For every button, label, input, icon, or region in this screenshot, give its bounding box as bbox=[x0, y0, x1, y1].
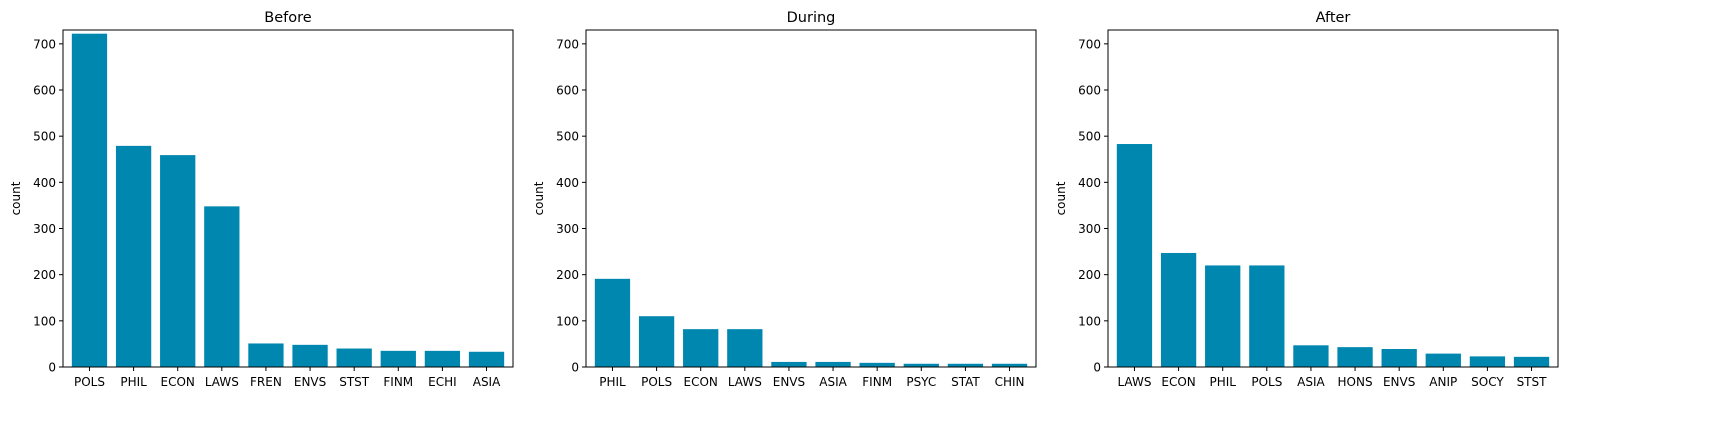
y-axis-label: count bbox=[9, 181, 23, 215]
chart-title: After bbox=[1316, 10, 1351, 26]
x-tick-label: ECON bbox=[1161, 375, 1195, 389]
chart-panel-after: LAWS ECON PHIL POLS ASIA HONS ENVS ANIP SOCY STST… bbox=[1054, 10, 1559, 389]
bar-chin bbox=[991, 363, 1028, 367]
x-tick-label: SOCY bbox=[1471, 375, 1504, 389]
bar-finm bbox=[859, 362, 895, 367]
x-tick-label: PHIL bbox=[1209, 375, 1236, 389]
x-tick-label: ECHI bbox=[428, 375, 457, 389]
bar-socy bbox=[1469, 356, 1506, 367]
x-tick-label: ANIP bbox=[1429, 375, 1457, 389]
y-tick-label: 200 bbox=[33, 268, 56, 282]
bar-asia bbox=[468, 351, 505, 367]
y-tick-label: 700 bbox=[1078, 37, 1101, 51]
bar-stat bbox=[947, 363, 984, 367]
y-tick-label: 600 bbox=[33, 84, 56, 98]
bar-fren bbox=[248, 343, 284, 367]
bar-hons bbox=[1337, 347, 1373, 367]
bar-laws bbox=[727, 329, 763, 367]
bar-pols bbox=[638, 316, 675, 367]
chart-title: During bbox=[787, 10, 836, 26]
x-tick-label: PHIL bbox=[599, 375, 626, 389]
y-tick-label: 500 bbox=[1078, 130, 1101, 144]
bar-envs bbox=[771, 361, 807, 367]
bar-econ bbox=[1160, 252, 1197, 367]
x-tick-label: FREN bbox=[250, 375, 282, 389]
bar-econ bbox=[160, 155, 196, 367]
bar-envs bbox=[1381, 349, 1417, 367]
bar-echi bbox=[424, 350, 461, 367]
bar-phil bbox=[115, 145, 152, 367]
y-tick-label: 100 bbox=[33, 314, 56, 328]
x-tick-label: LAWS bbox=[205, 375, 239, 389]
x-tick-label: ENVS bbox=[1383, 375, 1415, 389]
x-tick-label: HONS bbox=[1338, 375, 1373, 389]
y-axis-label: count bbox=[532, 181, 546, 215]
x-tick-label: ENVS bbox=[294, 375, 326, 389]
x-tick-label: STST bbox=[1517, 375, 1548, 389]
x-tick-label: ECON bbox=[161, 375, 195, 389]
x-tick-label: FINM bbox=[862, 375, 892, 389]
x-tick-label: FINM bbox=[383, 375, 413, 389]
y-tick-label: 300 bbox=[1078, 222, 1101, 236]
y-tick-label: 500 bbox=[33, 130, 56, 144]
x-tick-label: ECON bbox=[684, 375, 718, 389]
chart-panel-before: POLS PHIL ECON LAWS FREN ENVS STST FINM ECHI ASIA… bbox=[9, 10, 514, 389]
x-tick-label: STST bbox=[339, 375, 370, 389]
y-tick-label: 700 bbox=[556, 37, 579, 51]
x-tick-label: PSYC bbox=[906, 375, 936, 389]
plot-frame bbox=[585, 29, 1037, 368]
bar-econ bbox=[683, 329, 719, 367]
y-tick-label: 200 bbox=[1078, 268, 1101, 282]
y-tick-label: 500 bbox=[556, 130, 579, 144]
bar-pols bbox=[71, 33, 108, 367]
x-tick-label: ASIA bbox=[819, 375, 847, 389]
bar-asia bbox=[1293, 345, 1329, 367]
y-tick-label: 300 bbox=[33, 222, 56, 236]
chart-panel-during: PHIL POLS ECON LAWS ENVS ASIA FINM PSYC STAT CHIN… bbox=[532, 10, 1037, 389]
y-tick-label: 400 bbox=[556, 176, 579, 190]
x-tick-label: STAT bbox=[951, 375, 980, 389]
bar-pols bbox=[1249, 265, 1285, 367]
x-tick-label: POLS bbox=[74, 375, 105, 389]
bar-envs bbox=[292, 344, 328, 367]
x-tick-label: LAWS bbox=[1117, 375, 1151, 389]
y-tick-label: 700 bbox=[33, 37, 56, 51]
bar-stst bbox=[1513, 356, 1550, 367]
y-tick-label: 400 bbox=[1078, 176, 1101, 190]
y-tick-label: 300 bbox=[556, 222, 579, 236]
y-axis-label: count bbox=[1054, 181, 1068, 215]
chart-title: Before bbox=[264, 10, 311, 26]
y-tick-label: 100 bbox=[556, 314, 579, 328]
bar-laws bbox=[204, 206, 240, 367]
x-tick-label: ASIA bbox=[473, 375, 501, 389]
x-tick-label: LAWS bbox=[728, 375, 762, 389]
y-tick-label: 0 bbox=[48, 361, 56, 375]
bar-laws bbox=[1116, 144, 1153, 367]
bar-stst bbox=[336, 348, 372, 367]
bar-anip bbox=[1425, 353, 1461, 367]
bar-finm bbox=[380, 350, 416, 367]
x-tick-label: POLS bbox=[1251, 375, 1282, 389]
x-tick-label: ENVS bbox=[773, 375, 805, 389]
plot-frame bbox=[62, 29, 514, 368]
bar-phil bbox=[1205, 265, 1241, 367]
bar-phil bbox=[594, 278, 631, 367]
y-tick-label: 200 bbox=[556, 268, 579, 282]
plot-frame bbox=[1107, 29, 1559, 368]
x-tick-label: POLS bbox=[641, 375, 672, 389]
y-tick-label: 0 bbox=[1093, 361, 1101, 375]
y-tick-label: 0 bbox=[571, 361, 579, 375]
y-tick-label: 600 bbox=[1078, 84, 1101, 98]
x-tick-label: PHIL bbox=[120, 375, 147, 389]
bar-asia bbox=[815, 361, 851, 367]
y-tick-label: 100 bbox=[1078, 314, 1101, 328]
bar-psyc bbox=[903, 363, 939, 367]
y-tick-label: 400 bbox=[33, 176, 56, 190]
x-tick-label: ASIA bbox=[1297, 375, 1325, 389]
x-tick-label: CHIN bbox=[995, 375, 1025, 389]
y-tick-label: 600 bbox=[556, 84, 579, 98]
